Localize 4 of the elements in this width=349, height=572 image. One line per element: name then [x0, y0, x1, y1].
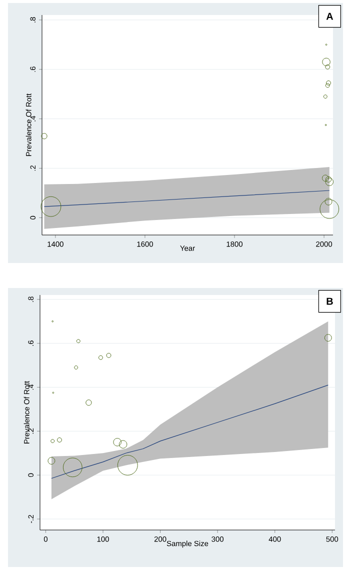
line-series	[51, 384, 328, 479]
annotation: A	[326, 12, 334, 20]
line-series	[44, 190, 330, 207]
annotation: B	[326, 298, 333, 305]
